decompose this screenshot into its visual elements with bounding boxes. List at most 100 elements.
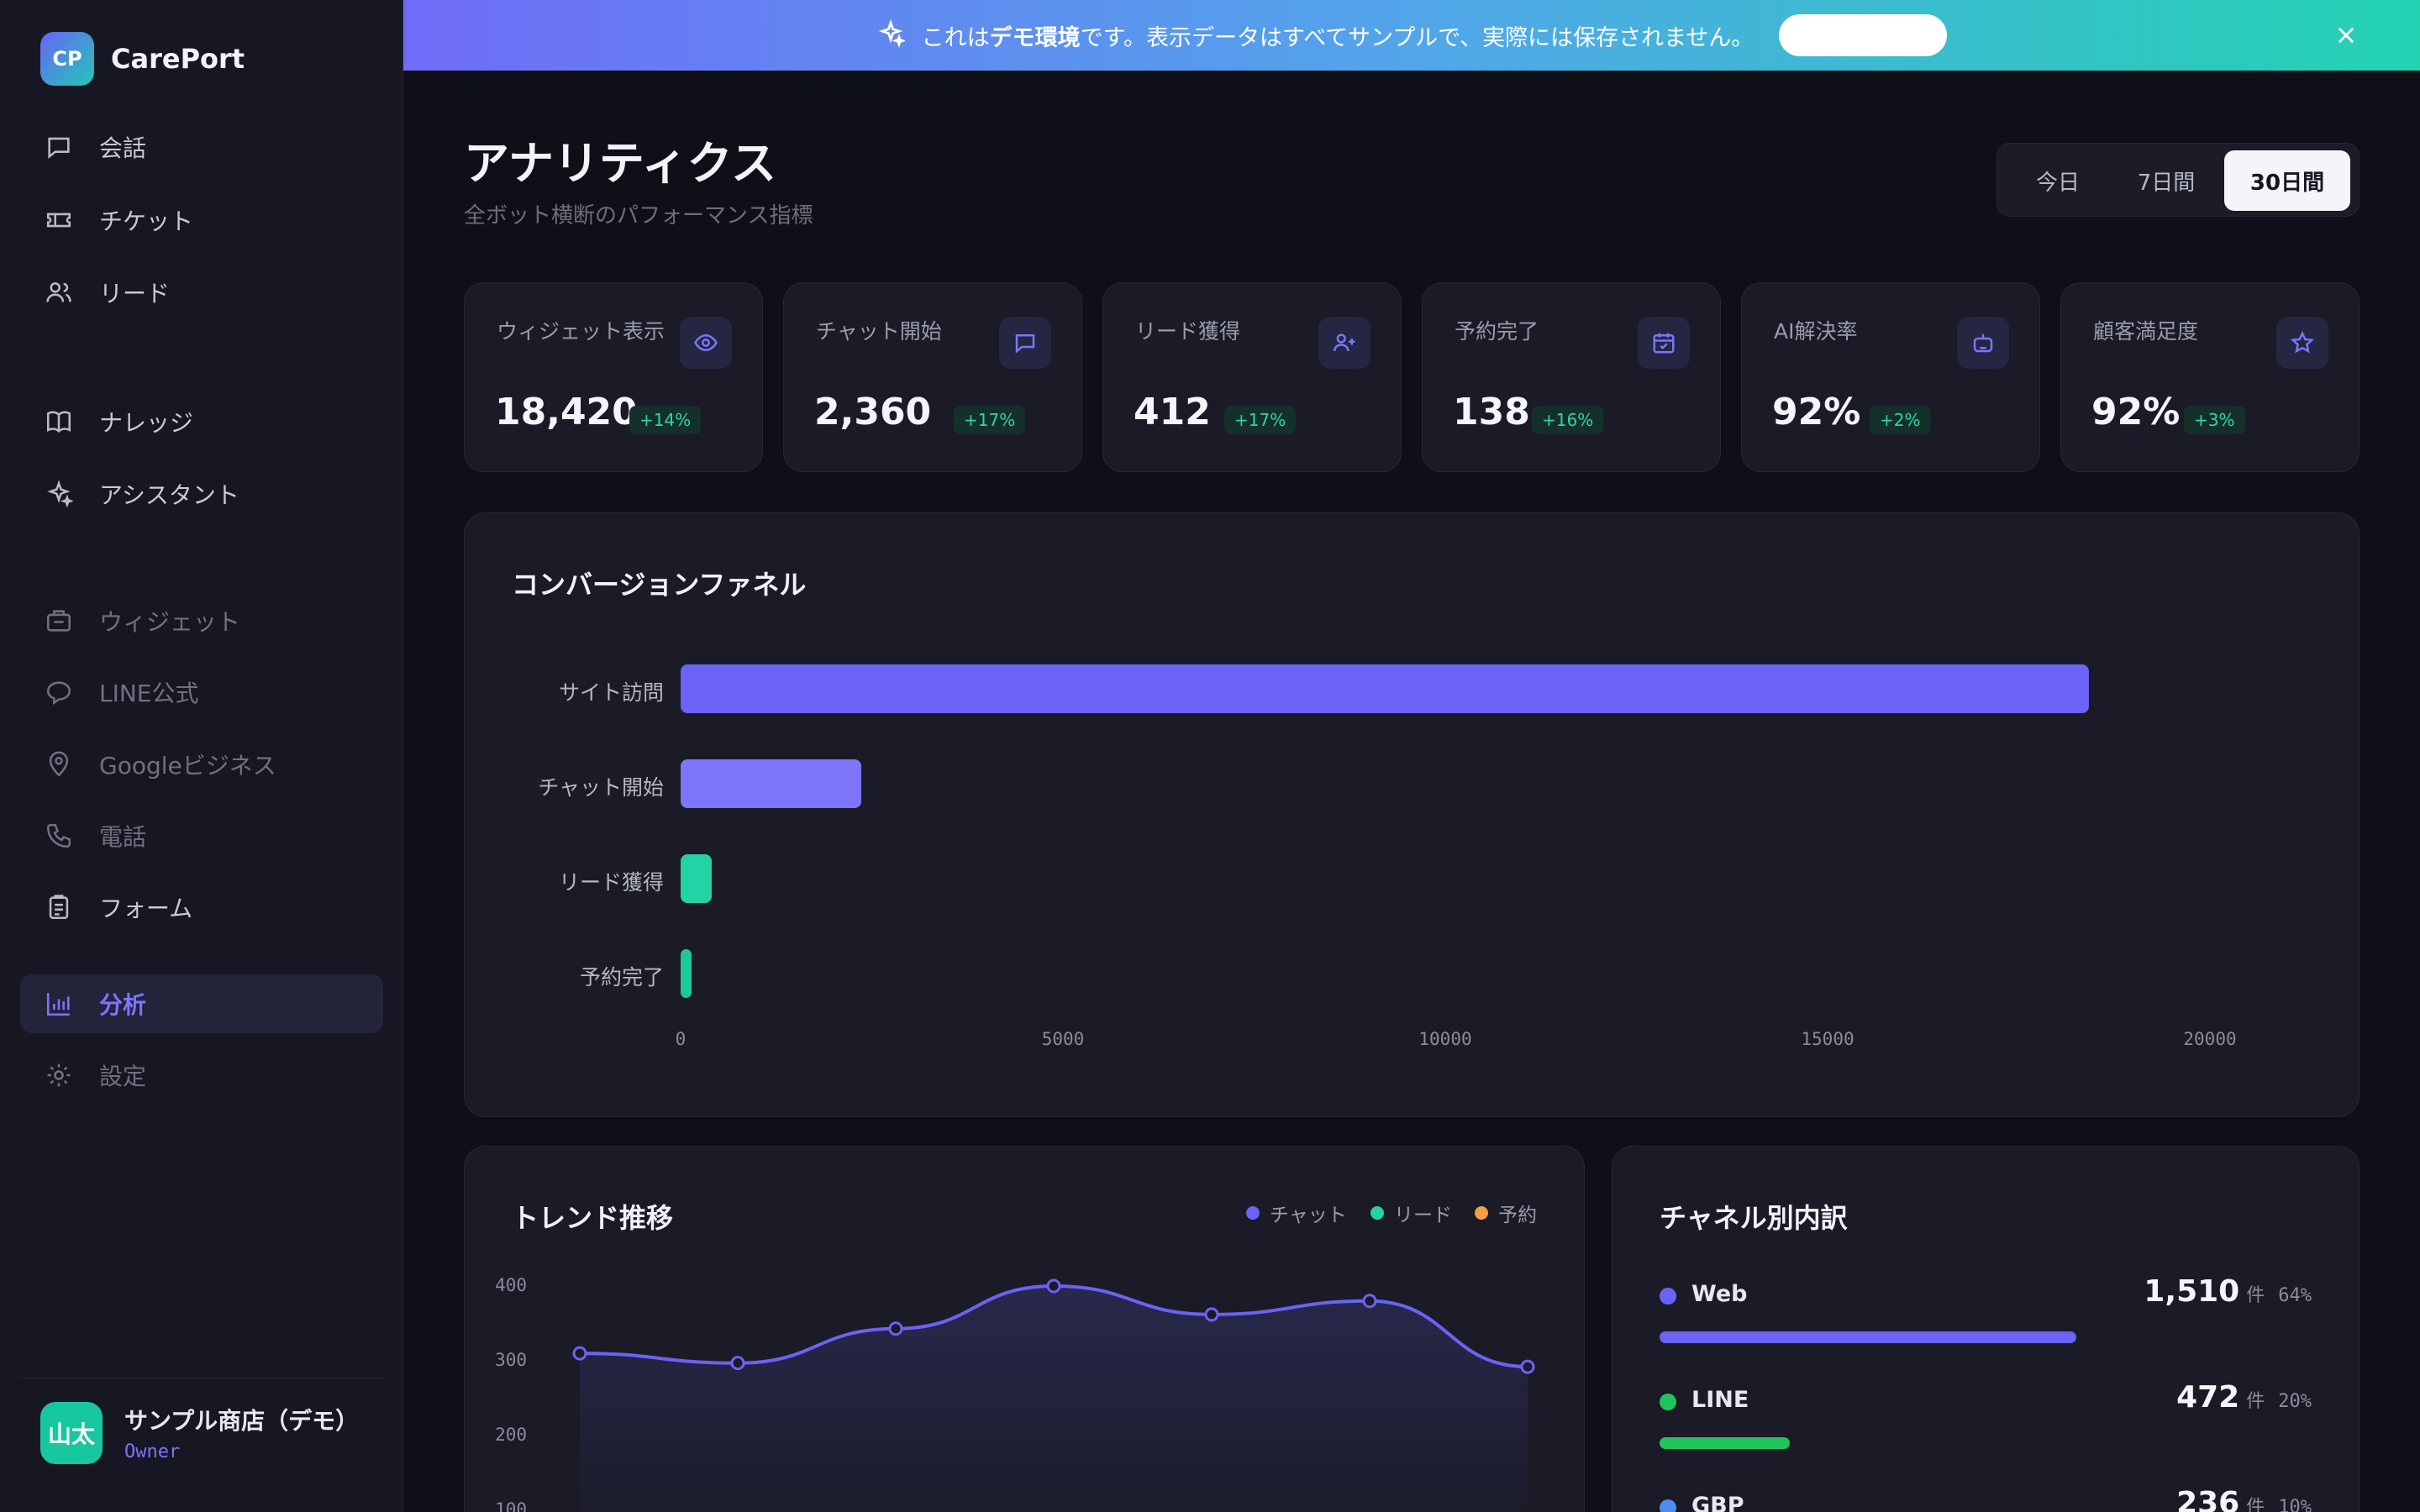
pin-icon <box>44 749 74 780</box>
sidebar-item-label: ウィジェット <box>99 608 241 636</box>
kpi-card: AI解決率 92% +2% <box>1741 282 2040 472</box>
funnel-bar[interactable] <box>681 854 713 903</box>
widget-icon <box>44 606 74 636</box>
channel-unit: 件 <box>2246 1285 2265 1306</box>
funnel-x-tick: 10000 <box>1418 1029 1472 1049</box>
channel-bar-fill <box>1660 1437 1790 1449</box>
book-icon <box>44 407 74 437</box>
sidebar-item-label: 電話 <box>99 823 147 851</box>
demo-banner: これはデモ環境です。表示データはすべてサンプルで、実際には保存されません。 <box>403 0 2420 71</box>
eye-icon <box>680 317 732 369</box>
trend-point[interactable] <box>1520 1359 1535 1374</box>
user-plus-icon <box>1318 317 1370 369</box>
kpi-value: 138 <box>1453 391 1530 433</box>
kpi-value: 412 <box>1134 391 1211 433</box>
logo-badge: CP <box>40 32 94 86</box>
kpi-value: 2,360 <box>814 391 932 433</box>
page-subtitle: 全ボット横断のパフォーマンス指標 <box>464 203 813 228</box>
funnel-category-label: 予約完了 <box>579 965 664 990</box>
kpi-card: チャット開始 2,360 +17% <box>783 282 1082 472</box>
trend-point[interactable] <box>730 1356 745 1371</box>
trend-point[interactable] <box>1046 1278 1061 1294</box>
channel-bar-track <box>1660 1331 2312 1343</box>
sparkle-icon <box>876 18 906 51</box>
banner-text-bold: デモ環境 <box>989 24 1081 51</box>
channel-value: 236 件 10% <box>2176 1486 2312 1512</box>
trend-y-tick: 400 <box>495 1275 527 1295</box>
trend-y-tick: 300 <box>495 1350 527 1370</box>
channel-count: 236 <box>2176 1486 2240 1512</box>
sidebar-item-line[interactable]: LINE公式 <box>20 663 383 722</box>
phone-icon <box>44 821 74 851</box>
channel-dot <box>1660 1288 1676 1305</box>
channel-title: チャネル別内訳 <box>1660 1202 1848 1234</box>
kpi-value: 92% <box>2091 391 2181 433</box>
channel-percent: 20% <box>2278 1391 2312 1412</box>
channel-percent: 64% <box>2278 1285 2312 1306</box>
trend-point[interactable] <box>1204 1307 1219 1322</box>
funnel-x-tick: 20000 <box>2183 1029 2237 1049</box>
channel-unit: 件 <box>2246 1391 2265 1412</box>
funnel-bar[interactable] <box>681 664 2090 713</box>
banner-text-prefix: これは <box>921 24 990 51</box>
legend-item[interactable]: 予約 <box>1475 1199 1537 1227</box>
sidebar-item-settings[interactable]: 設定 <box>20 1046 383 1105</box>
banner-action-button[interactable] <box>1779 14 1948 56</box>
sidebar: CP CarePort 会話チケットリードナレッジアシスタント ウィジェット LIN… <box>0 0 403 1512</box>
users-icon <box>44 277 74 307</box>
user-profile[interactable]: 山太 サンプル商店（デモ） Owner <box>20 1378 383 1487</box>
funnel-bar[interactable] <box>681 759 861 808</box>
trend-panel: トレンド推移 チャット リード 予約 400 300 200 100 <box>464 1146 1585 1512</box>
sparkle-icon <box>44 479 74 509</box>
calendar-check-icon <box>1638 317 1690 369</box>
channel-count: 1,510 <box>2144 1274 2240 1309</box>
clipboard-icon <box>44 892 74 922</box>
banner-text: これはデモ環境です。表示データはすべてサンプルで、実際には保存されません。 <box>922 19 1754 52</box>
sidebar-item-tickets[interactable]: チケット <box>20 191 383 249</box>
kpi-value: 92% <box>1772 391 1861 433</box>
kpi-delta-badge: +14% <box>629 406 702 434</box>
legend-item[interactable]: リード <box>1370 1199 1452 1227</box>
funnel-panel: コンバージョンファネル サイト訪問 チャット開始 リード獲得 予約完了 0 5000 100… <box>464 512 2360 1117</box>
range-option-2[interactable]: 30日間 <box>2224 150 2350 211</box>
kpi-card: ウィジェット表示 18,420 +14% <box>464 282 763 472</box>
funnel-category-label: サイト訪問 <box>558 680 664 705</box>
funnel-title: コンバージョンファネル <box>512 569 807 601</box>
ticket-icon <box>44 205 74 235</box>
legend-item[interactable]: チャット <box>1246 1199 1347 1227</box>
sidebar-item-leads[interactable]: リード <box>20 263 383 322</box>
kpi-delta-badge: +16% <box>1532 406 1604 434</box>
user-role: Owner <box>124 1441 181 1462</box>
range-option-0[interactable]: 今日 <box>2035 170 2080 196</box>
app-name: CarePort <box>111 43 245 75</box>
sidebar-item-knowledge[interactable]: ナレッジ <box>20 392 383 451</box>
sidebar-item-analytics[interactable]: 分析 <box>20 974 383 1033</box>
sidebar-item-google[interactable]: Googleビジネス <box>20 735 383 794</box>
sidebar-item-assistant[interactable]: アシスタント <box>20 465 383 523</box>
sidebar-item-label: 会話 <box>99 134 147 162</box>
sidebar-item-forms[interactable]: フォーム <box>20 878 383 937</box>
kpi-delta-badge: +17% <box>954 406 1026 434</box>
sidebar-item-phone[interactable]: 電話 <box>20 806 383 865</box>
sidebar-item-label: アシスタント <box>99 481 239 509</box>
channel-bar-track <box>1660 1437 2312 1449</box>
sidebar-item-label: チケット <box>99 207 194 235</box>
range-option-1[interactable]: 7日間 <box>2137 170 2196 196</box>
app-logo[interactable]: CP CarePort <box>40 32 245 86</box>
kpi-label: 予約完了 <box>1455 319 1539 344</box>
trend-point[interactable] <box>572 1346 587 1361</box>
kpi-label: チャット開始 <box>816 319 942 344</box>
kpi-delta-badge: +3% <box>2184 406 2245 434</box>
funnel-category-label: チャット開始 <box>538 775 664 800</box>
channel-value: 1,510 件 64% <box>2144 1274 2312 1309</box>
kpi-label: AI解決率 <box>1774 319 1858 344</box>
trend-point[interactable] <box>888 1321 903 1336</box>
line-icon <box>44 677 74 707</box>
close-icon[interactable] <box>2328 17 2365 54</box>
sidebar-item-widget[interactable]: ウィジェット <box>20 591 383 650</box>
funnel-bar[interactable] <box>681 949 692 998</box>
sidebar-item-conversations[interactable]: 会話 <box>20 118 383 176</box>
legend-dot <box>1370 1206 1384 1220</box>
trend-point[interactable] <box>1362 1294 1377 1309</box>
channel-value: 472 件 20% <box>2176 1380 2312 1415</box>
